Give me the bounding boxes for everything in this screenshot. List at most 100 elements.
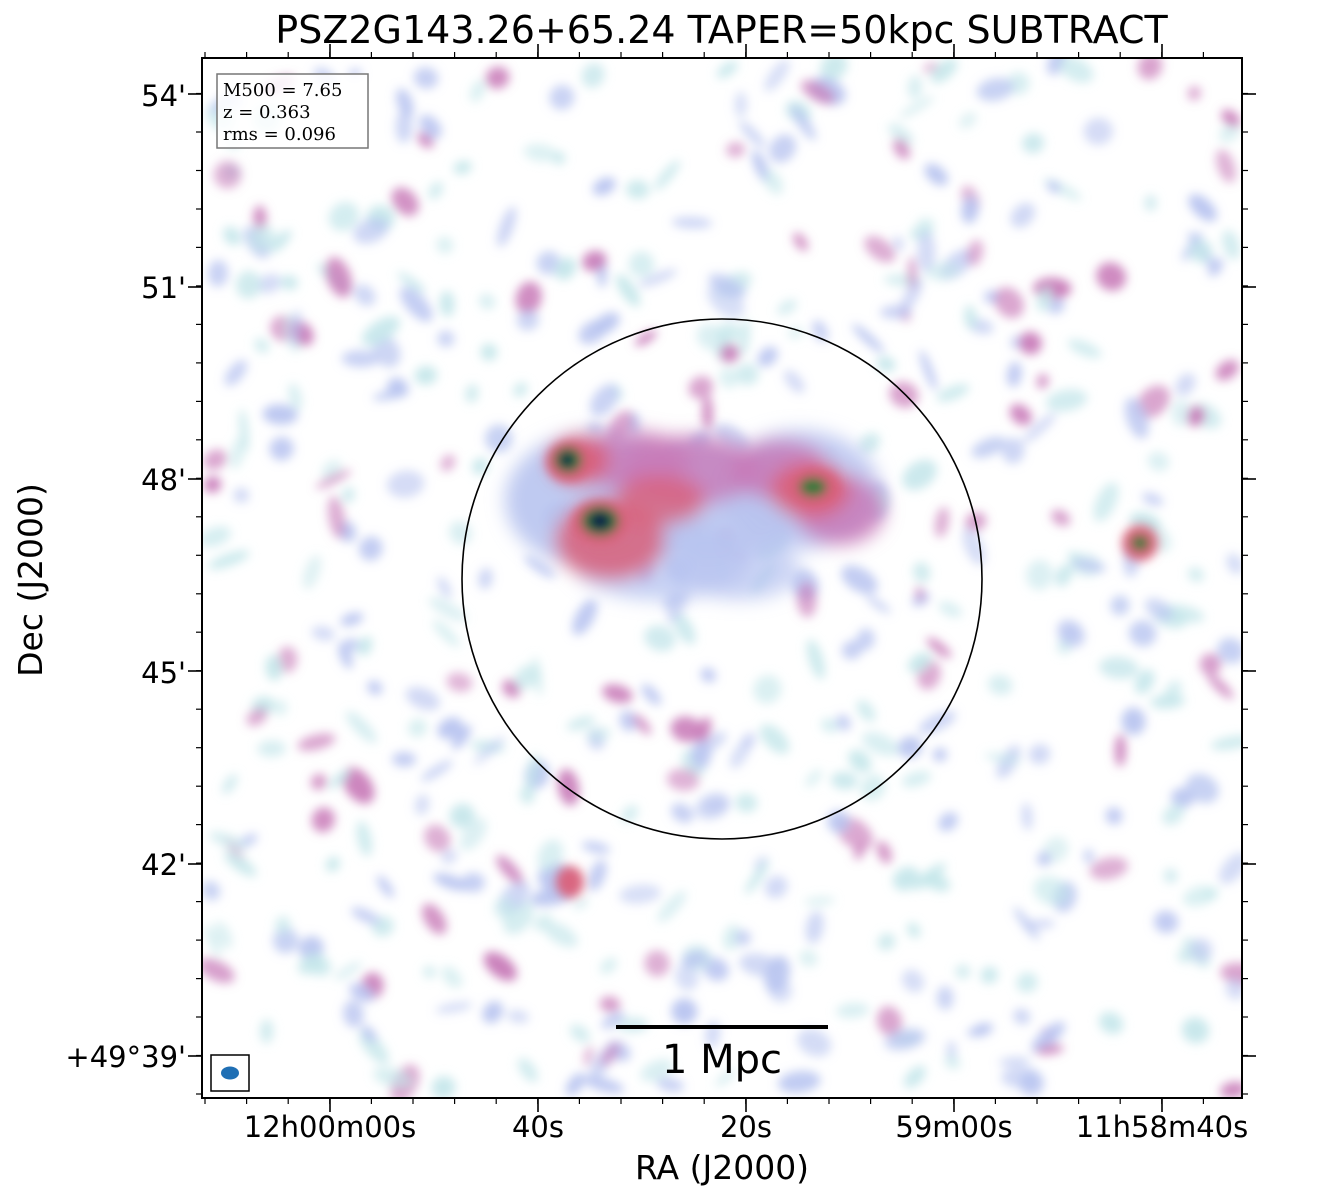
noise-blob xyxy=(273,699,288,716)
noise-blob xyxy=(1181,1017,1210,1044)
noise-blob xyxy=(797,1028,832,1057)
noise-blob xyxy=(517,1057,538,1083)
noise-blob xyxy=(473,736,506,765)
noise-blob xyxy=(671,998,698,1025)
y-tick-label: 48' xyxy=(141,463,186,497)
noise-blob xyxy=(1177,949,1192,964)
noise-blob xyxy=(804,896,835,906)
noise-blob xyxy=(901,969,925,993)
noise-blob xyxy=(440,454,456,472)
noise-blob xyxy=(269,436,294,461)
noise-blob xyxy=(716,60,739,79)
noise-blob xyxy=(702,395,713,431)
noise-blob xyxy=(1144,597,1173,621)
noise-blob xyxy=(1222,229,1240,260)
halo-blob xyxy=(680,540,800,600)
noise-blob xyxy=(496,855,523,885)
noise-blob xyxy=(208,550,250,570)
noise-blob xyxy=(446,672,473,692)
noise-blob xyxy=(342,487,355,503)
noise-blob xyxy=(764,875,788,899)
noise-blob xyxy=(932,747,948,762)
noise-blob xyxy=(310,773,328,790)
noise-blob xyxy=(341,350,380,368)
noise-blob xyxy=(1051,509,1071,527)
noise-blob xyxy=(671,216,713,229)
noise-blob xyxy=(777,299,798,316)
noise-blob xyxy=(272,927,299,954)
noise-blob xyxy=(759,724,790,754)
noise-blob xyxy=(903,1065,926,1089)
info-box: M500 = 7.65 z = 0.363 rms = 0.096 xyxy=(216,73,369,149)
noise-blob xyxy=(202,880,221,901)
noise-blob xyxy=(657,890,687,923)
noise-blob xyxy=(666,768,700,791)
noise-blob xyxy=(625,179,650,200)
y-tick-label: +49°39' xyxy=(65,1040,186,1074)
noise-blob xyxy=(405,686,441,711)
noise-blob xyxy=(478,567,493,590)
noise-blob xyxy=(224,851,257,877)
noise-blob xyxy=(876,356,896,372)
noise-blob xyxy=(439,290,455,317)
noise-blob xyxy=(361,1025,377,1043)
noise-blob xyxy=(768,979,793,1003)
noise-blob xyxy=(349,983,375,1003)
noise-blob xyxy=(582,1075,625,1094)
noise-blob xyxy=(753,675,782,704)
noise-blob xyxy=(265,655,282,681)
noise-blob xyxy=(569,1024,590,1043)
noise-blob xyxy=(459,817,487,851)
noise-blob xyxy=(1073,559,1106,573)
noise-blob xyxy=(907,75,922,100)
noise-blob xyxy=(783,370,805,394)
noise-blob xyxy=(525,753,540,791)
compact-source xyxy=(560,453,574,467)
noise-blob xyxy=(543,921,578,948)
noise-blob xyxy=(1001,437,1025,464)
noise-blob xyxy=(399,286,433,322)
noise-blob xyxy=(892,866,920,891)
noise-blob xyxy=(373,1067,413,1088)
noise-blob xyxy=(805,769,823,788)
noise-blob xyxy=(229,436,246,470)
noise-blob xyxy=(922,871,951,892)
noise-blob xyxy=(1018,331,1042,355)
noise-blob xyxy=(1036,286,1053,312)
noise-blob xyxy=(356,820,373,857)
noise-blob xyxy=(262,404,298,425)
noise-blob xyxy=(934,506,950,538)
noise-blob xyxy=(1110,595,1130,616)
noise-blob xyxy=(581,841,611,854)
plot-frame xyxy=(201,57,1243,1099)
noise-blob xyxy=(328,769,351,789)
noise-blob xyxy=(223,226,242,246)
noise-blob xyxy=(1010,202,1036,228)
noise-blob xyxy=(966,239,984,267)
noise-blob xyxy=(423,965,436,979)
noise-blob xyxy=(976,77,1014,102)
noise-blob xyxy=(515,281,542,315)
noise-blob xyxy=(257,740,286,757)
noise-blob xyxy=(688,376,714,400)
noise-blob xyxy=(791,105,816,141)
noise-blob xyxy=(998,1057,1031,1067)
noise-blob xyxy=(1147,451,1170,472)
noise-blob xyxy=(549,84,575,110)
noise-blob xyxy=(408,718,428,738)
noise-blob xyxy=(428,597,467,622)
r500-circle xyxy=(461,318,983,840)
noise-blob xyxy=(1219,122,1241,143)
noise-blob xyxy=(830,771,858,790)
noise-blob xyxy=(864,235,896,263)
noise-blob xyxy=(592,312,620,335)
noise-blob xyxy=(638,269,678,288)
noise-blob xyxy=(858,432,881,454)
compact-sources xyxy=(546,442,1158,898)
noise-blob xyxy=(325,257,353,298)
noise-blob xyxy=(902,459,937,491)
noise-blob xyxy=(469,79,486,103)
noise-blob xyxy=(1013,1008,1031,1025)
noise-blob xyxy=(852,323,885,354)
